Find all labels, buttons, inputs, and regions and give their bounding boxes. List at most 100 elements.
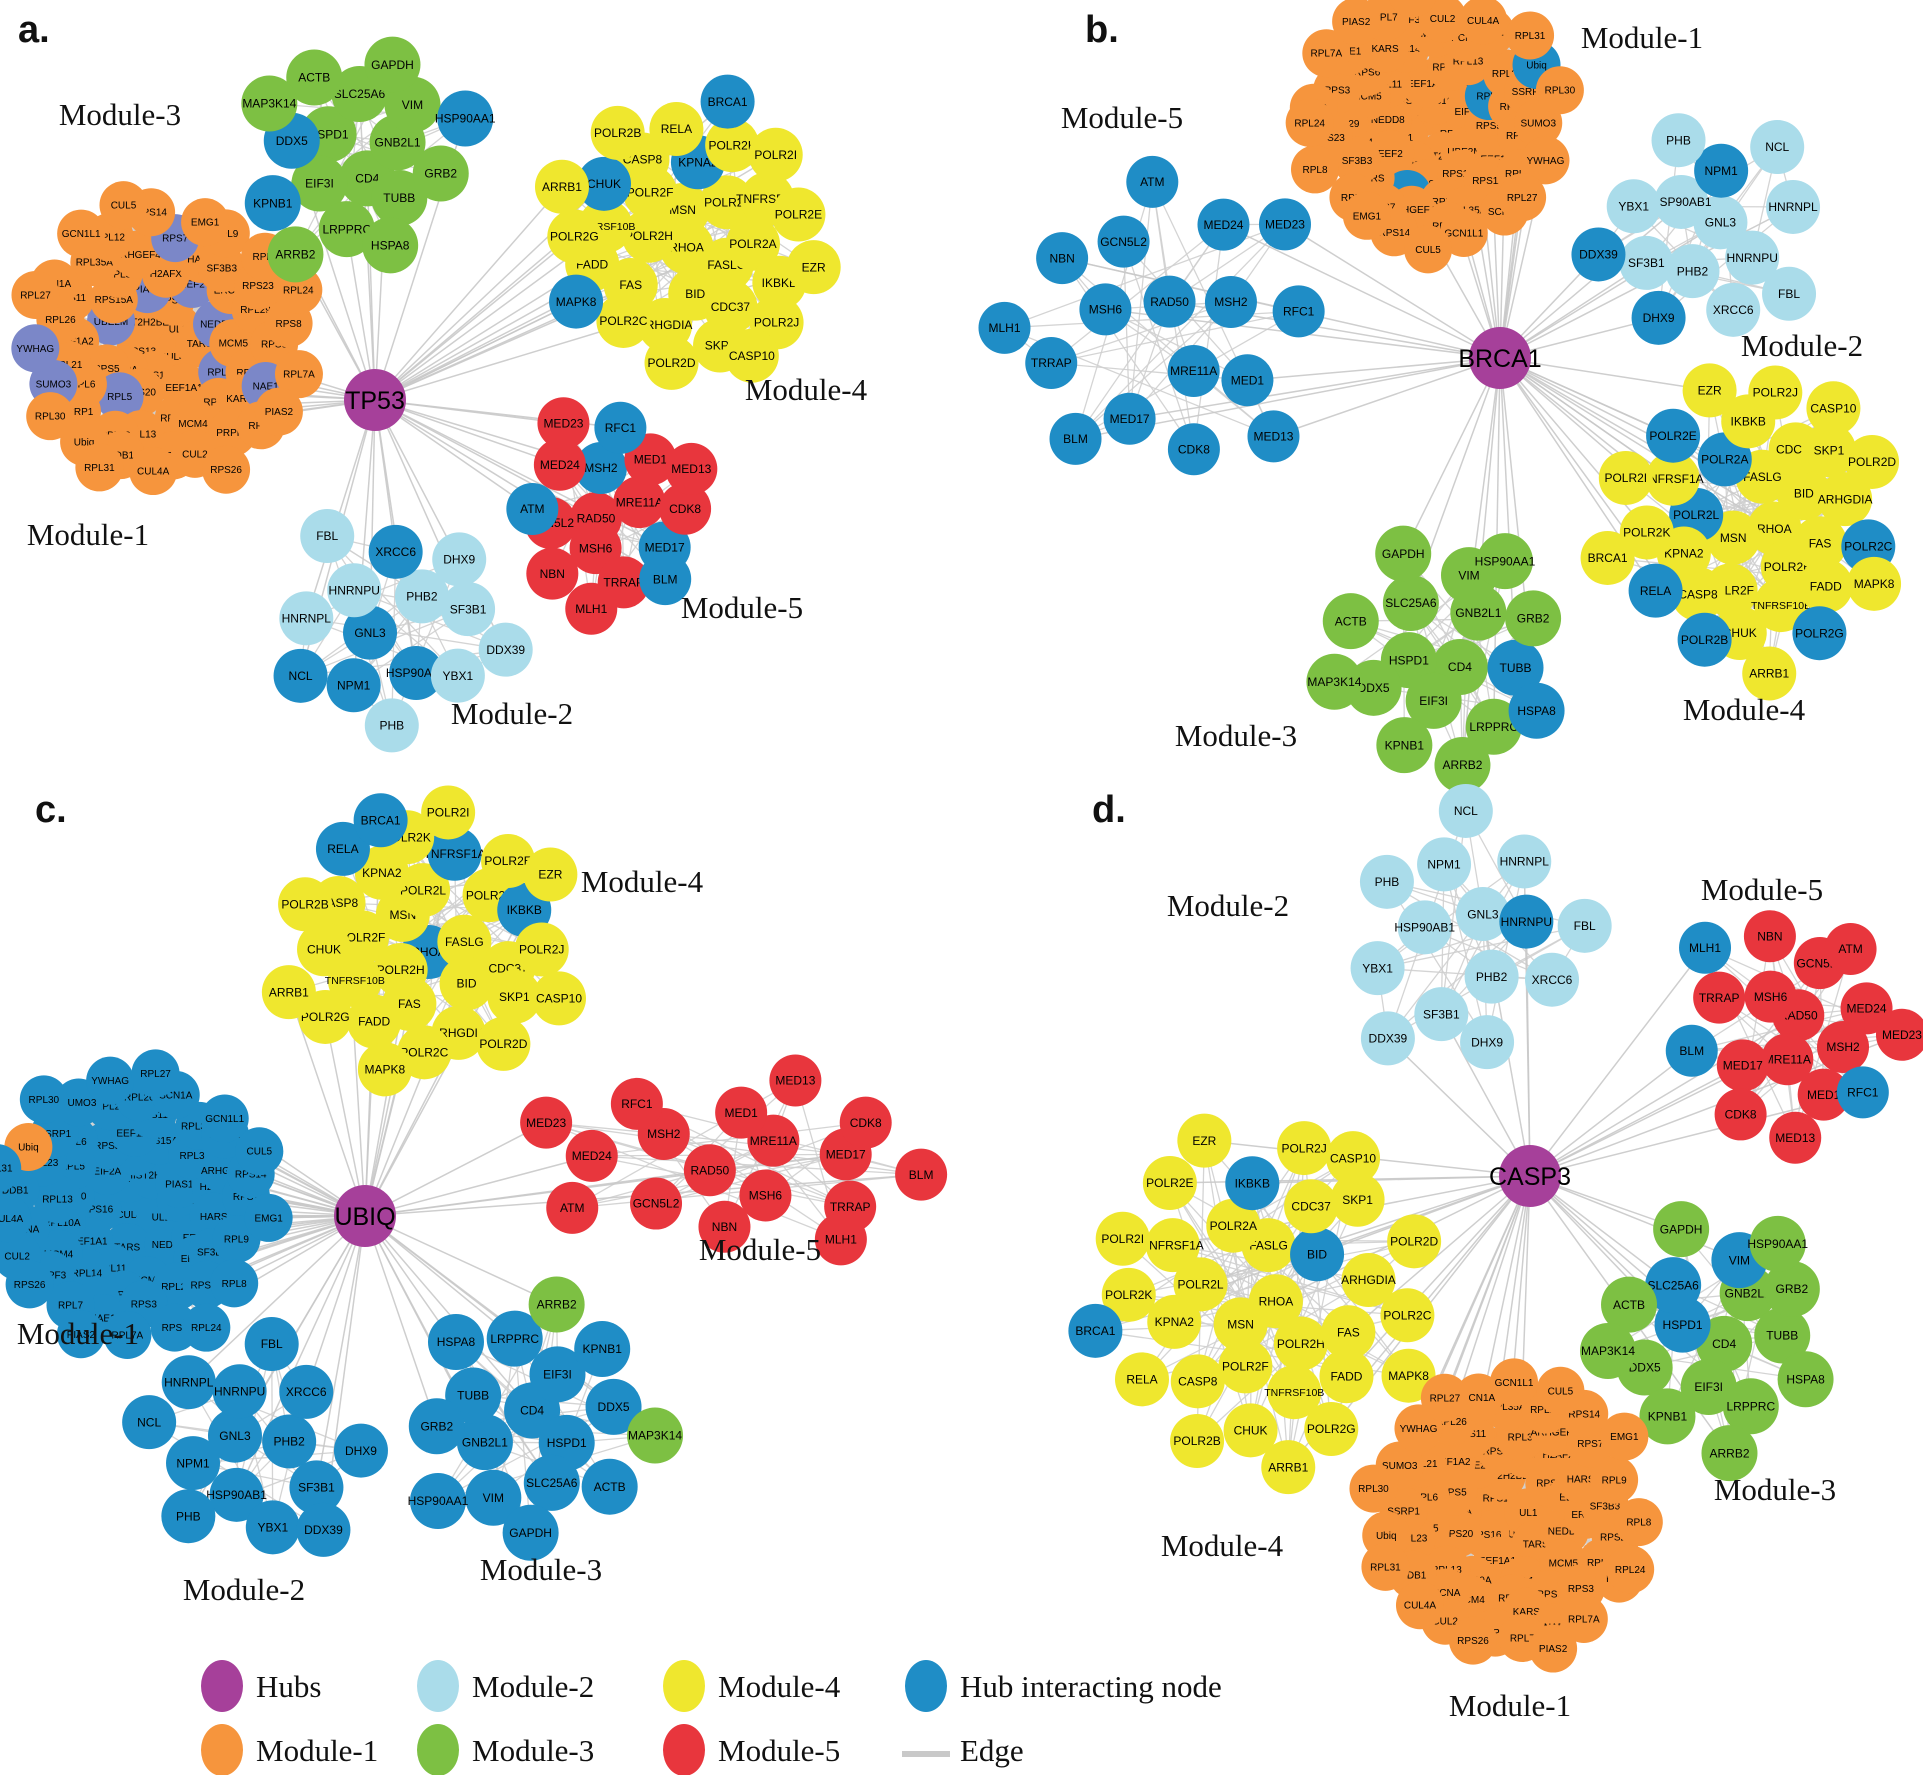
gene-label-HNRNPL: HNRNPL bbox=[164, 1375, 214, 1389]
gene-label-XRCC6: XRCC6 bbox=[286, 1385, 327, 1399]
gene-node-RELA bbox=[649, 102, 704, 157]
gene-label-HSPD1: HSPD1 bbox=[1389, 653, 1429, 667]
gene-node-MAPK8 bbox=[549, 274, 604, 329]
gene-node-POLR2G bbox=[547, 209, 602, 264]
panel-letter-c: c. bbox=[35, 789, 67, 831]
gene-label-SCN1A: SCN1A bbox=[1462, 1393, 1496, 1404]
gene-label-FASLG: FASLG bbox=[1743, 470, 1782, 484]
gene-label-RPL23: RPL23 bbox=[1492, 69, 1523, 80]
gene-label-VIM: VIM bbox=[1458, 568, 1479, 582]
gene-node-CASP10 bbox=[1806, 381, 1861, 436]
gene-label-NBN: NBN bbox=[1757, 929, 1782, 943]
gene-label-RPL31: RPL31 bbox=[1515, 31, 1546, 42]
hub-edge bbox=[1402, 357, 1501, 554]
gene-label-DDB1: DDB1 bbox=[1400, 1570, 1427, 1581]
module-label-a-Module-1: Module-1 bbox=[27, 517, 149, 552]
edge bbox=[1443, 864, 1488, 1043]
gene-label-SF3B1: SF3B1 bbox=[450, 602, 487, 616]
gene-node-EZR bbox=[1682, 363, 1737, 418]
gene-label-FADD: FADD bbox=[1330, 1369, 1362, 1383]
gene-node-HNRNPU bbox=[327, 563, 382, 618]
gene-node-HSP90AB1 bbox=[1397, 900, 1452, 955]
gene-label-CD4: CD4 bbox=[1712, 1337, 1736, 1351]
gene-label-MSH6: MSH6 bbox=[749, 1189, 783, 1203]
gene-label-FAS: FAS bbox=[1809, 536, 1832, 550]
edge bbox=[1051, 301, 1232, 364]
gene-label-CDK8: CDK8 bbox=[850, 1116, 882, 1130]
gene-node-ARRB2 bbox=[267, 226, 324, 283]
gene-label-RPL23: RPL23 bbox=[1397, 1533, 1428, 1544]
gene-label-DDX5: DDX5 bbox=[276, 134, 308, 148]
edge bbox=[306, 558, 460, 619]
gene-label-RPS23: RPS23 bbox=[1313, 133, 1345, 144]
gene-label-TNFRSF10B: TNFRSF10B bbox=[325, 975, 385, 987]
gene-label-RPL12: RPL12 bbox=[94, 233, 125, 244]
gene-label-POLR2I: POLR2I bbox=[1604, 471, 1647, 485]
gene-label-RPS5: RPS5 bbox=[94, 1141, 121, 1152]
gene-label-EZR: EZR bbox=[538, 868, 562, 882]
gene-label-POLR2A: POLR2A bbox=[1701, 453, 1748, 467]
edge bbox=[655, 1080, 796, 1205]
gene-node-RPL31 bbox=[1361, 1542, 1410, 1591]
gene-label-SF3B1: SF3B1 bbox=[1628, 256, 1665, 270]
gene-label-ACTB: ACTB bbox=[594, 1480, 626, 1494]
module-label-d-Module-1: Module-1 bbox=[1449, 1688, 1571, 1723]
gene-label-SF3B1: SF3B1 bbox=[298, 1481, 335, 1495]
gene-node-GRB2 bbox=[1505, 590, 1562, 647]
gene-label-PCNA: PCNA bbox=[1433, 1588, 1461, 1599]
gene-node-GAPDH bbox=[502, 1504, 559, 1561]
gene-label-POLR2E: POLR2E bbox=[775, 208, 822, 222]
gene-label-RPL9: RPL9 bbox=[213, 229, 238, 240]
gene-node-MED17 bbox=[1103, 392, 1156, 445]
gene-node-DDX39 bbox=[1571, 227, 1626, 282]
gene-node-NBN bbox=[1036, 232, 1089, 285]
gene-label-POLR2H: POLR2H bbox=[625, 229, 673, 243]
gene-node-GCN1L1 bbox=[1439, 208, 1488, 257]
gene-node-RPL13 bbox=[33, 1175, 82, 1224]
gene-label-YBX1: YBX1 bbox=[257, 1521, 288, 1535]
gene-node-RPS26 bbox=[1449, 1616, 1498, 1665]
gene-label-HSP90AB1: HSP90AB1 bbox=[206, 1488, 267, 1502]
gene-node-HSP90AA1 bbox=[1477, 533, 1534, 590]
gene-label-PHB2: PHB2 bbox=[1677, 264, 1709, 278]
gene-label-PHB2: PHB2 bbox=[273, 1435, 305, 1449]
gene-node-POLR2D bbox=[1387, 1214, 1442, 1269]
gene-node-RELA bbox=[1114, 1352, 1169, 1407]
gene-label-MED17: MED17 bbox=[1723, 1059, 1763, 1073]
hub-edge bbox=[1284, 223, 1501, 359]
gene-node-POLR2A bbox=[1206, 1198, 1261, 1253]
gene-node-EMG1 bbox=[1342, 191, 1391, 240]
hub-edge bbox=[1247, 357, 1501, 381]
gene-node-PIAS2 bbox=[1332, 0, 1381, 46]
gene-node-TNFRSF1A bbox=[427, 826, 482, 881]
gene-label-BLM: BLM bbox=[1063, 432, 1088, 446]
gene-label-GRB2: GRB2 bbox=[1776, 1282, 1809, 1296]
gene-node-SF3B1 bbox=[441, 582, 496, 637]
gene-label-PIAS2: PIAS2 bbox=[265, 407, 294, 418]
hub-edge bbox=[1387, 1037, 1531, 1177]
gene-label-YBX1: YBX1 bbox=[1362, 961, 1393, 975]
hub-edge bbox=[1347, 1175, 1531, 1333]
gene-label-TARS: TARS bbox=[114, 1243, 140, 1254]
gene-node-RPL27 bbox=[11, 270, 60, 319]
hub-edge bbox=[1223, 223, 1501, 359]
gene-label-TUBB: TUBB bbox=[1766, 1329, 1798, 1343]
gene-label-RELA: RELA bbox=[661, 122, 692, 136]
gene-label-RPL7: RPL7 bbox=[1373, 13, 1398, 24]
edge bbox=[1387, 861, 1525, 1039]
gene-label-GCN1L1: GCN1L1 bbox=[1444, 228, 1483, 239]
gene-node-HSP90AB1 bbox=[389, 646, 444, 701]
gene-node-POLR2H bbox=[621, 208, 676, 263]
gene-node-POLR2D bbox=[1845, 434, 1900, 489]
gene-label-NEDD8: NEDD8 bbox=[1548, 1527, 1582, 1538]
gene-node-MLH1 bbox=[814, 1213, 867, 1266]
module-label-a-Module-2: Module-2 bbox=[451, 696, 573, 731]
gene-label-RPS14: RPS14 bbox=[135, 208, 167, 219]
gene-label-ARRB1: ARRB1 bbox=[542, 180, 582, 194]
hub-edge bbox=[374, 235, 575, 401]
gene-node-MAPK8 bbox=[1847, 556, 1902, 611]
gene-label-RPS11: RPS11 bbox=[1472, 176, 1503, 187]
gene-node-BRCA1 bbox=[1068, 1303, 1123, 1358]
gene-label-FASLG: FASLG bbox=[445, 935, 484, 949]
gene-label-HNRNPL: HNRNPL bbox=[1500, 855, 1550, 869]
